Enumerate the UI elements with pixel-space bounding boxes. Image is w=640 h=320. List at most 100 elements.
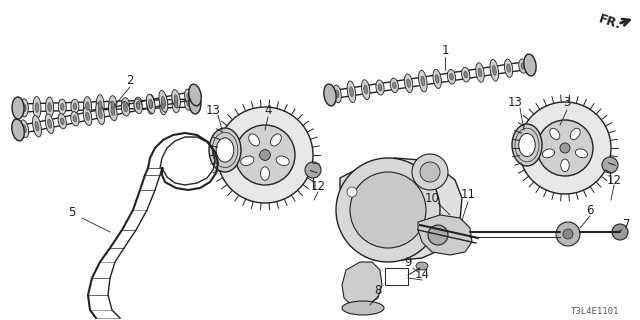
Text: 7: 7 (623, 219, 631, 231)
Ellipse shape (148, 100, 153, 108)
Text: 11: 11 (461, 188, 476, 202)
Ellipse shape (335, 90, 339, 98)
Text: 14: 14 (415, 268, 429, 282)
Text: T3L4E1101: T3L4E1101 (571, 308, 619, 316)
Ellipse shape (98, 109, 102, 119)
Ellipse shape (35, 102, 39, 112)
Polygon shape (340, 158, 462, 260)
Ellipse shape (342, 301, 384, 315)
Ellipse shape (504, 59, 513, 77)
Ellipse shape (134, 99, 142, 114)
Ellipse shape (45, 114, 54, 134)
Ellipse shape (99, 101, 102, 111)
Ellipse shape (96, 95, 104, 117)
Ellipse shape (124, 102, 127, 108)
Ellipse shape (333, 85, 341, 103)
Ellipse shape (550, 128, 560, 140)
Ellipse shape (96, 103, 105, 124)
Ellipse shape (22, 104, 26, 112)
Ellipse shape (404, 74, 413, 92)
Ellipse shape (260, 167, 269, 180)
Circle shape (420, 162, 440, 182)
Text: 3: 3 (563, 97, 571, 109)
Circle shape (428, 225, 448, 245)
Ellipse shape (22, 125, 26, 133)
Ellipse shape (362, 80, 370, 100)
Text: 10: 10 (424, 191, 440, 204)
Ellipse shape (161, 99, 165, 109)
Circle shape (602, 157, 618, 173)
Text: 12: 12 (607, 173, 621, 187)
Ellipse shape (71, 112, 79, 126)
Ellipse shape (60, 118, 64, 124)
Ellipse shape (147, 94, 155, 113)
Ellipse shape (20, 120, 29, 138)
Ellipse shape (519, 59, 527, 73)
Ellipse shape (433, 69, 442, 88)
Circle shape (350, 172, 426, 248)
Ellipse shape (575, 149, 588, 158)
Polygon shape (342, 262, 382, 306)
Circle shape (235, 125, 295, 185)
Ellipse shape (185, 96, 193, 110)
Ellipse shape (521, 63, 525, 69)
Ellipse shape (542, 149, 555, 158)
Ellipse shape (174, 95, 178, 103)
Ellipse shape (478, 68, 482, 77)
Ellipse shape (48, 103, 51, 112)
Ellipse shape (512, 124, 542, 166)
Ellipse shape (347, 81, 356, 103)
Ellipse shape (172, 90, 180, 108)
Ellipse shape (109, 96, 117, 115)
Circle shape (563, 229, 573, 239)
Circle shape (560, 143, 570, 153)
Ellipse shape (416, 262, 428, 270)
Ellipse shape (122, 101, 130, 116)
Ellipse shape (122, 98, 129, 112)
Ellipse shape (209, 128, 241, 172)
Ellipse shape (184, 89, 193, 103)
Ellipse shape (276, 156, 289, 165)
Ellipse shape (124, 106, 127, 112)
Ellipse shape (12, 97, 24, 119)
Text: 6: 6 (586, 204, 594, 217)
Ellipse shape (12, 119, 24, 141)
Circle shape (556, 222, 580, 246)
Ellipse shape (71, 99, 79, 114)
Text: 13: 13 (508, 97, 522, 109)
Ellipse shape (216, 138, 234, 162)
Text: 2: 2 (126, 74, 134, 86)
Ellipse shape (490, 60, 499, 81)
Ellipse shape (84, 97, 92, 116)
Ellipse shape (73, 103, 77, 110)
Ellipse shape (149, 100, 152, 109)
Polygon shape (418, 215, 472, 255)
Text: 9: 9 (404, 257, 412, 269)
Circle shape (336, 158, 440, 262)
Ellipse shape (464, 71, 468, 78)
Ellipse shape (58, 114, 67, 129)
Ellipse shape (111, 101, 115, 110)
Ellipse shape (172, 94, 180, 113)
Ellipse shape (60, 103, 64, 110)
Ellipse shape (324, 84, 336, 106)
Ellipse shape (189, 84, 201, 106)
Ellipse shape (111, 107, 115, 116)
Ellipse shape (134, 97, 142, 112)
Ellipse shape (241, 156, 254, 165)
Ellipse shape (86, 102, 90, 110)
Ellipse shape (33, 116, 42, 137)
Text: 13: 13 (205, 103, 220, 116)
Ellipse shape (519, 133, 535, 156)
Ellipse shape (187, 93, 191, 100)
Ellipse shape (461, 67, 470, 82)
Circle shape (217, 107, 313, 203)
Ellipse shape (58, 99, 67, 114)
Circle shape (537, 120, 593, 176)
Ellipse shape (136, 103, 140, 109)
Text: 8: 8 (374, 284, 381, 297)
Ellipse shape (419, 70, 427, 92)
Ellipse shape (421, 76, 425, 86)
Text: 4: 4 (264, 103, 272, 116)
Ellipse shape (159, 93, 168, 115)
